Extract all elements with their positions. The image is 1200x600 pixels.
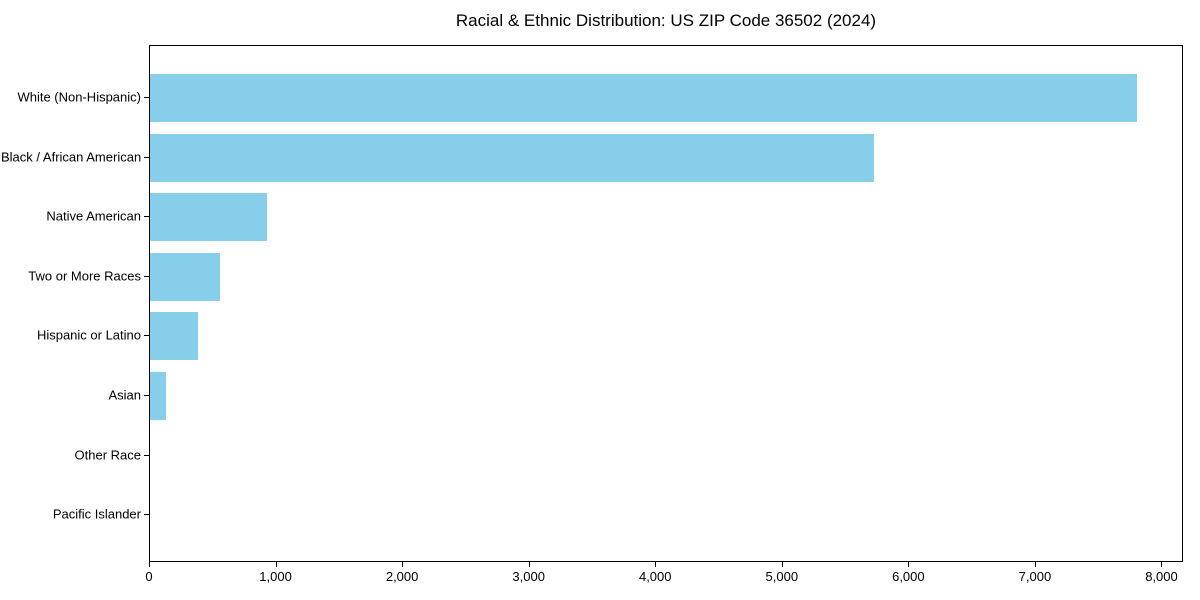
- x-tick-mark: [908, 562, 910, 567]
- x-tick-mark: [149, 562, 150, 567]
- bar-hispanic-or-latino: [150, 312, 198, 361]
- x-tick-mark: [781, 562, 783, 567]
- x-tick-label: 6,000: [892, 569, 925, 584]
- x-tick-mark: [528, 562, 530, 567]
- plot-area: [149, 45, 1183, 562]
- y-tick-label: Other Race: [74, 447, 141, 463]
- y-tick-label: Hispanic or Latino: [36, 327, 141, 343]
- x-tick-mark: [402, 562, 404, 567]
- y-tick-mark: [144, 514, 149, 516]
- bar-two-or-more-races: [150, 252, 220, 301]
- y-tick-label: White (Non-Hispanic): [17, 89, 141, 105]
- y-tick-mark: [144, 97, 149, 98]
- y-tick-label: Asian: [108, 387, 141, 403]
- x-tick-label: 4,000: [638, 569, 672, 584]
- y-tick-mark: [144, 156, 149, 158]
- x-tick-mark: [275, 562, 277, 567]
- bar-black-african-american: [150, 133, 874, 182]
- chart-title: Racial & Ethnic Distribution: US ZIP Cod…: [455, 11, 877, 30]
- x-tick-label: 8,000: [1145, 569, 1178, 584]
- y-tick-mark: [144, 454, 149, 456]
- y-tick-label: Pacific Islander: [52, 506, 141, 522]
- bar-white-non-hispanic: [150, 74, 1137, 122]
- y-tick-label: Two or More Races: [28, 268, 141, 284]
- y-tick-mark: [144, 216, 149, 218]
- x-tick-label: 7,000: [1018, 569, 1052, 584]
- y-tick-label: Black / African American: [1, 149, 142, 165]
- x-tick-label: 0: [145, 569, 153, 584]
- x-tick-mark: [1034, 562, 1036, 567]
- y-tick-label: Native American: [46, 208, 141, 224]
- x-tick-mark: [1161, 562, 1163, 567]
- y-tick-mark: [144, 275, 149, 277]
- y-tick-mark: [144, 335, 149, 337]
- x-tick-label: 2,000: [385, 569, 419, 584]
- x-tick-label: 1,000: [259, 569, 292, 584]
- bar-native-american: [150, 193, 267, 242]
- x-tick-mark: [655, 562, 657, 567]
- bar-asian: [150, 372, 166, 420]
- x-tick-label: 3,000: [512, 569, 545, 584]
- x-tick-label: 5,000: [765, 569, 799, 584]
- y-tick-mark: [144, 395, 149, 396]
